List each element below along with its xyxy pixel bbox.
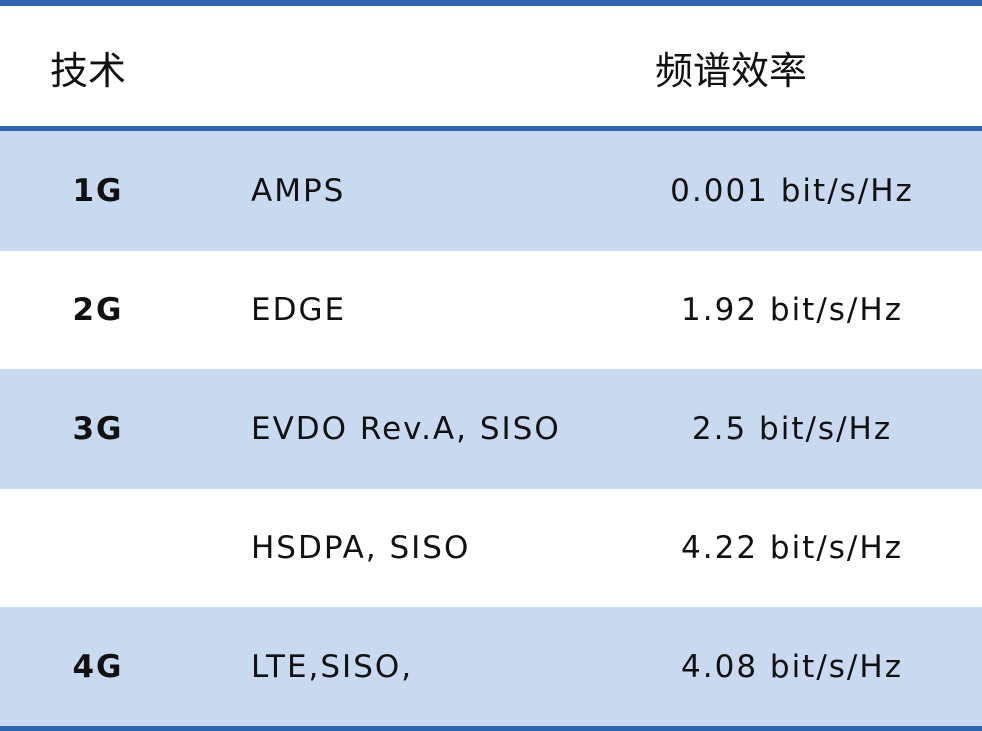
- generation-cell: 2G: [72, 292, 124, 328]
- header-technology: 技术: [50, 49, 127, 93]
- top-rule: [0, 0, 982, 6]
- technology-cell: EVDO Rev.A, SISO: [251, 411, 561, 447]
- table-row: HSDPA, SISO 4.22 bit/s/Hz: [0, 488, 982, 608]
- technology-cell: EDGE: [251, 292, 347, 328]
- table-row: 1G AMPS 0.001 bit/s/Hz: [0, 131, 982, 251]
- technology-cell: HSDPA, SISO: [251, 530, 471, 566]
- generation-cell: 3G: [72, 411, 124, 447]
- header-rule: [0, 126, 982, 131]
- bottom-rule: [0, 726, 982, 731]
- generation-cell: 4G: [72, 649, 124, 685]
- table-row: 3G EVDO Rev.A, SISO 2.5 bit/s/Hz: [0, 369, 982, 489]
- efficiency-cell: 4.08 bit/s/Hz: [681, 649, 903, 685]
- efficiency-cell: 4.22 bit/s/Hz: [681, 530, 903, 566]
- efficiency-cell: 0.001 bit/s/Hz: [670, 173, 914, 209]
- table-row: 4G LTE,SISO, 4.08 bit/s/Hz: [0, 607, 982, 727]
- technology-cell: LTE,SISO,: [251, 649, 414, 685]
- table-row: 2G EDGE 1.92 bit/s/Hz: [0, 250, 982, 370]
- technology-cell: AMPS: [251, 173, 346, 209]
- generation-cell: 1G: [72, 173, 124, 209]
- efficiency-cell: 2.5 bit/s/Hz: [691, 411, 893, 447]
- efficiency-cell: 1.92 bit/s/Hz: [681, 292, 903, 328]
- header-efficiency: 频谱效率: [655, 49, 808, 93]
